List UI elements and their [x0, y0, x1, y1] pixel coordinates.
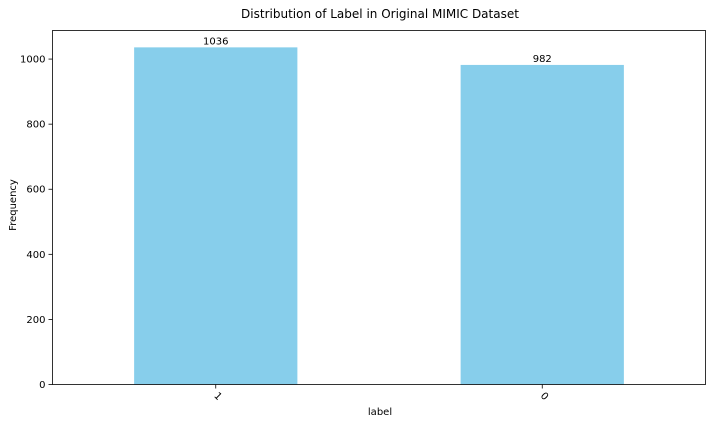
- bar-1: [134, 47, 298, 385]
- y-tick-label-0: 0: [39, 380, 45, 391]
- data-label-1: 1036: [203, 36, 228, 47]
- x-axis-label: label: [368, 407, 392, 418]
- axes-frame: [52, 30, 706, 385]
- y-tick-label-600: 600: [26, 185, 45, 196]
- y-axis-label: Frequency: [8, 179, 19, 231]
- chart-title: Distribution of Label in Original MIMIC …: [241, 7, 519, 21]
- y-tick-label-200: 200: [26, 315, 45, 326]
- y-tick-label-400: 400: [26, 250, 45, 261]
- plot-area: 1036 1 982 0 0 200 400 600 800 1000: [20, 30, 706, 403]
- x-tick-label-0: 0: [538, 391, 550, 403]
- x-tick-label-1: 1: [211, 391, 223, 403]
- y-tick-label-1000: 1000: [20, 55, 45, 66]
- y-tick-label-800: 800: [26, 120, 45, 131]
- bar-0: [460, 64, 624, 385]
- data-label-0: 982: [533, 54, 552, 65]
